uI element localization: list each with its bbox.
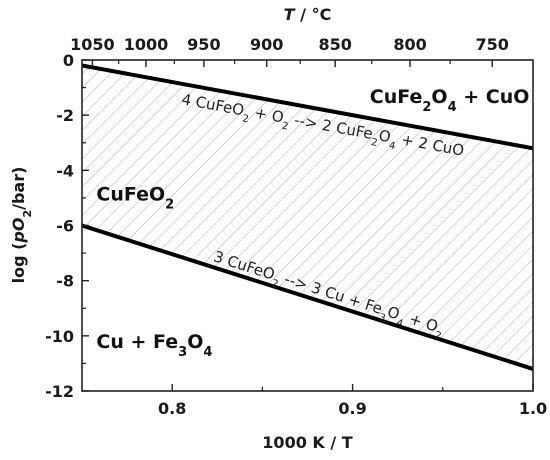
- y-tick-label: -8: [56, 272, 74, 291]
- top-tick-label: 750: [475, 35, 508, 54]
- y-tick-label: -10: [45, 327, 74, 346]
- y-tick-label: -6: [56, 217, 74, 236]
- series-line-upper-boundary: [82, 63, 533, 151]
- top-tick-label: 850: [318, 35, 351, 54]
- x-tick-label: 1.0: [519, 399, 547, 418]
- top-axis-label-symbol: T: [284, 5, 296, 24]
- top-axis-label: T / °C: [284, 5, 332, 24]
- y-tick-label: -12: [45, 382, 74, 401]
- top-axis-label-unit: / °C: [295, 5, 332, 24]
- top-tick-label: 1000: [124, 35, 169, 54]
- y-tick-label: -2: [56, 106, 74, 125]
- region-label-cu-fe3o4: Cu + Fe3O4: [96, 331, 212, 360]
- y-tick-label: -4: [56, 161, 74, 180]
- x-tick-label: 0.8: [158, 399, 186, 418]
- top-tick-label: 800: [393, 35, 426, 54]
- series-line-lower-boundary: [82, 223, 533, 371]
- x-axis-label: 1000 K / T: [262, 433, 352, 452]
- y-axis-label: log (pO2/bar): [9, 167, 34, 284]
- x-tick-label: 0.9: [338, 399, 366, 418]
- shaded-region-cufeo2: [82, 65, 533, 369]
- region-label-cufeo2: CuFeO2: [96, 184, 174, 213]
- y-tick-label: 0: [63, 51, 74, 70]
- region-label-cufe2o4-cuo: CuFe2O4 + CuO: [370, 86, 530, 115]
- top-tick-label: 1050: [70, 35, 115, 54]
- top-tick-label: 900: [250, 35, 283, 54]
- top-tick-label: 950: [187, 35, 220, 54]
